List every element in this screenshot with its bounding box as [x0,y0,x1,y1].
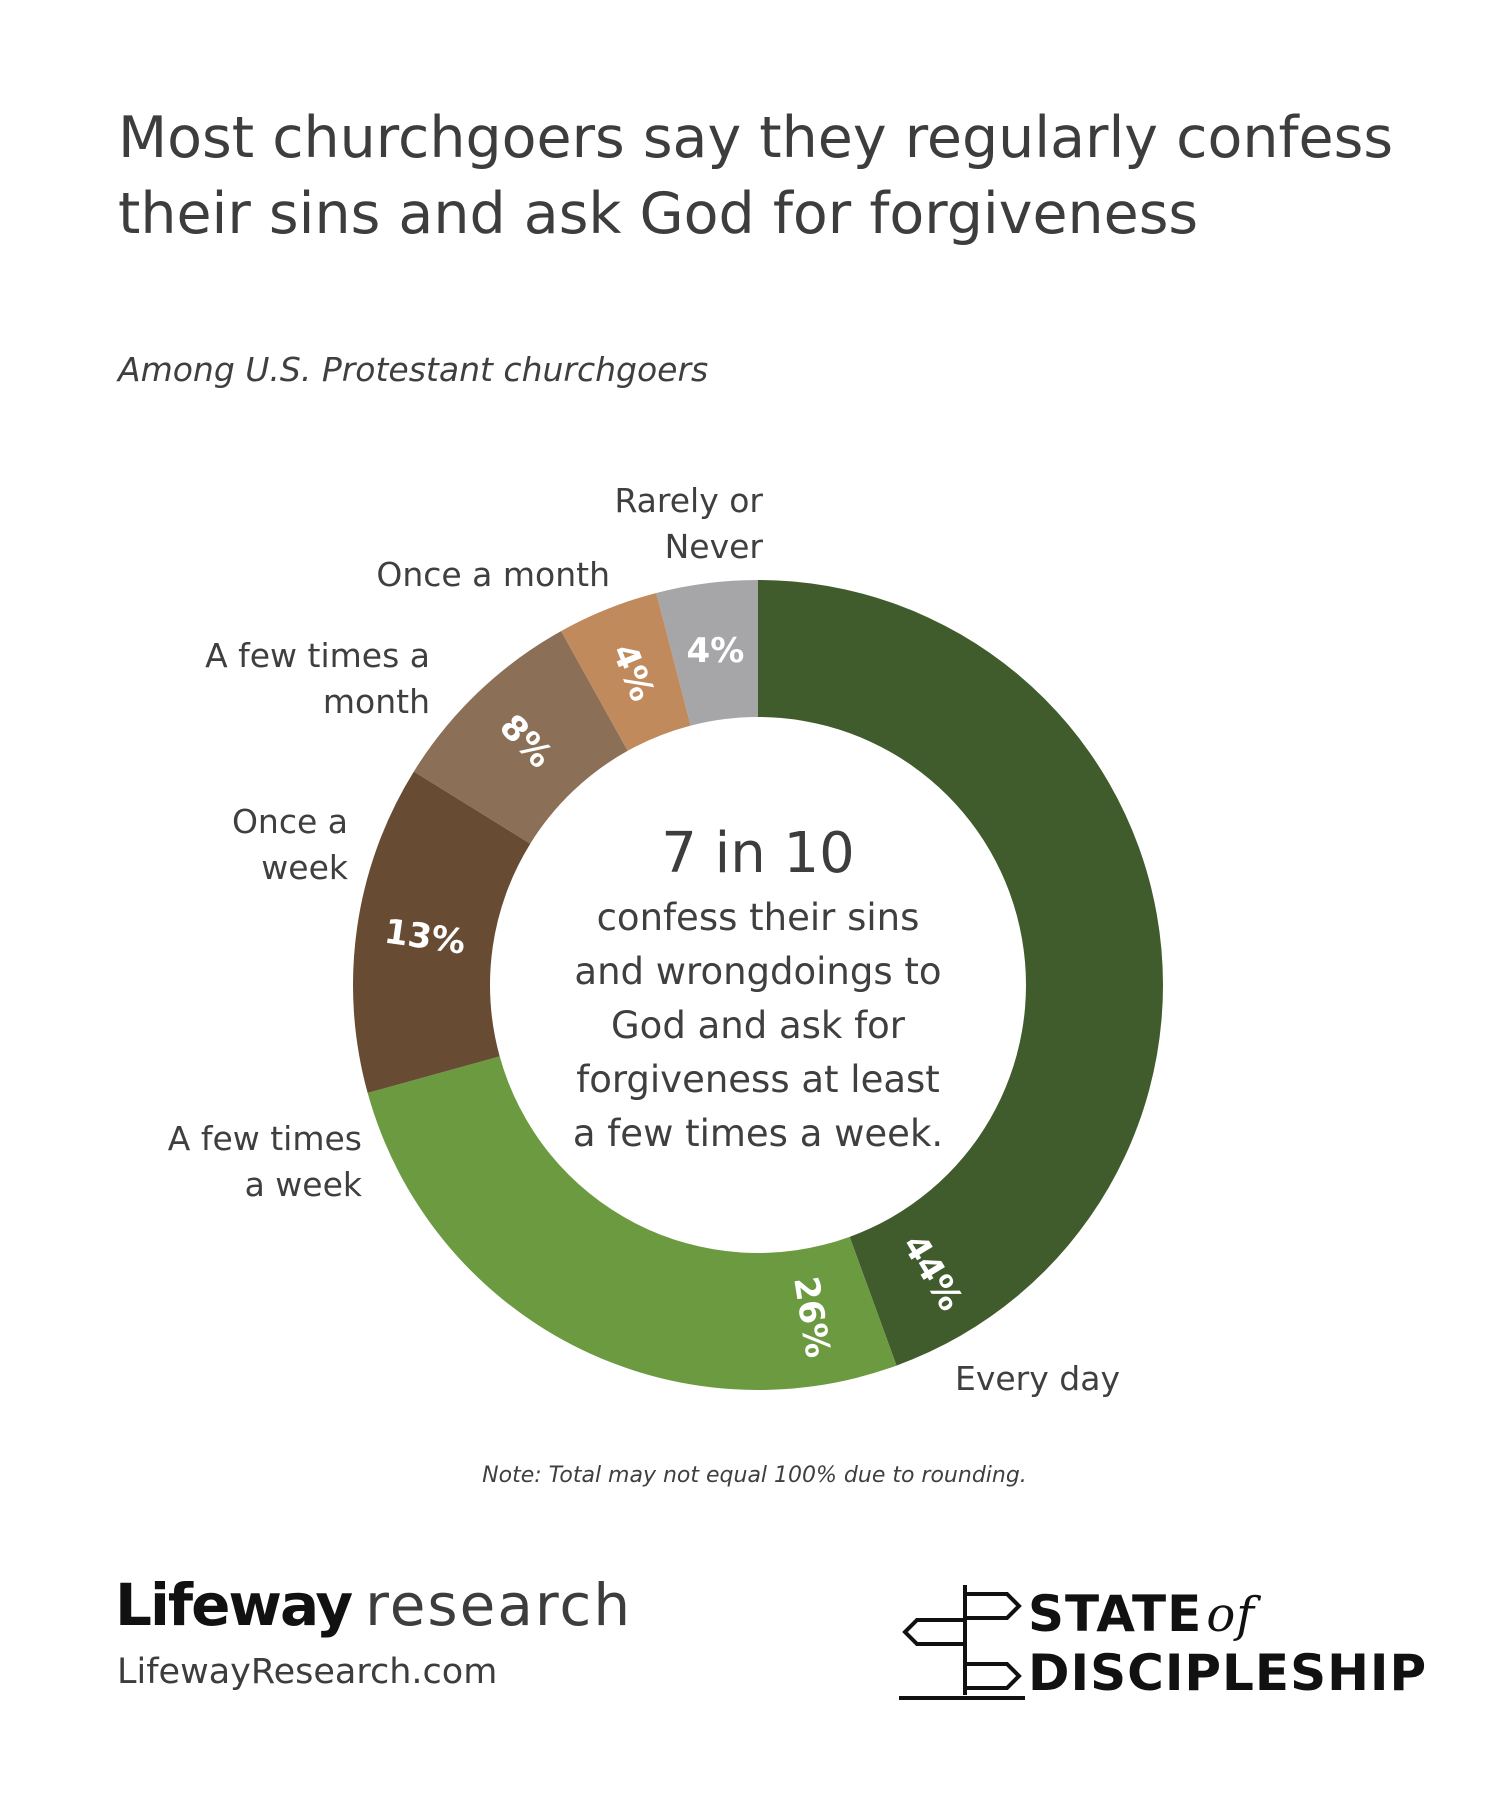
signpost-icon [899,1585,1025,1700]
category-label-3-line-1: month [323,682,430,721]
category-labels: Every day A few times a week Once a week A fe… [168,481,1120,1398]
state-of-discipleship-logo: STATEof DISCIPLESHIP [1028,1585,1427,1702]
category-label-4-line-0: Once a month [376,555,610,594]
donut-slice-4 [561,592,691,751]
donut-slice-2 [353,771,531,1093]
center-line-1: and wrongdoings to [574,950,941,993]
category-label-0-line-0: Every day [955,1359,1120,1398]
center-line-3: forgiveness at least [576,1058,940,1101]
percent-label-5: 4% [687,631,745,671]
center-headline: 7 in 10 [661,821,855,886]
donut-slice-5 [656,580,758,726]
logo-research-text: research [365,1571,633,1639]
center-line-4: a few times a week. [573,1112,943,1155]
category-label-1-line-0: A few times [168,1119,362,1158]
category-label-5-line-0: Rarely or [614,481,763,520]
center-line-2: God and ask for [611,1004,906,1047]
chart-subtitle: Among U.S. Protestant churchgoers [118,350,709,389]
sod-discipleship-text: DISCIPLESHIP [1028,1644,1428,1702]
donut-slices [353,580,1164,1390]
category-label-5-line-1: Never [665,527,764,566]
donut-slice-1 [367,1056,897,1390]
sod-of-text: of [1206,1587,1255,1643]
lifeway-research-logo: Lifeway research [115,1572,632,1638]
footnote: Note: Total may not equal 100% due to ro… [482,1463,1027,1488]
donut-slice-0 [758,580,1164,1366]
chart-title: Most churchgoers say they regularly conf… [118,105,1394,247]
logo-lifeway-text: Lifeway [115,1571,353,1639]
center-callout: 7 in 10 confess their sins and wrongdoings… [573,821,943,1155]
category-label-1-line-1: a week [245,1165,363,1204]
category-label-3-line-0: A few times a [205,636,430,675]
donut-slice-3 [413,631,628,844]
lifeway-url: LifewayResearch.com [117,1652,498,1692]
center-line-0: confess their sins [597,896,920,939]
sod-state-text: STATE [1028,1585,1203,1643]
category-label-2-line-1: week [261,848,349,887]
category-label-2-line-0: Once a [232,802,348,841]
